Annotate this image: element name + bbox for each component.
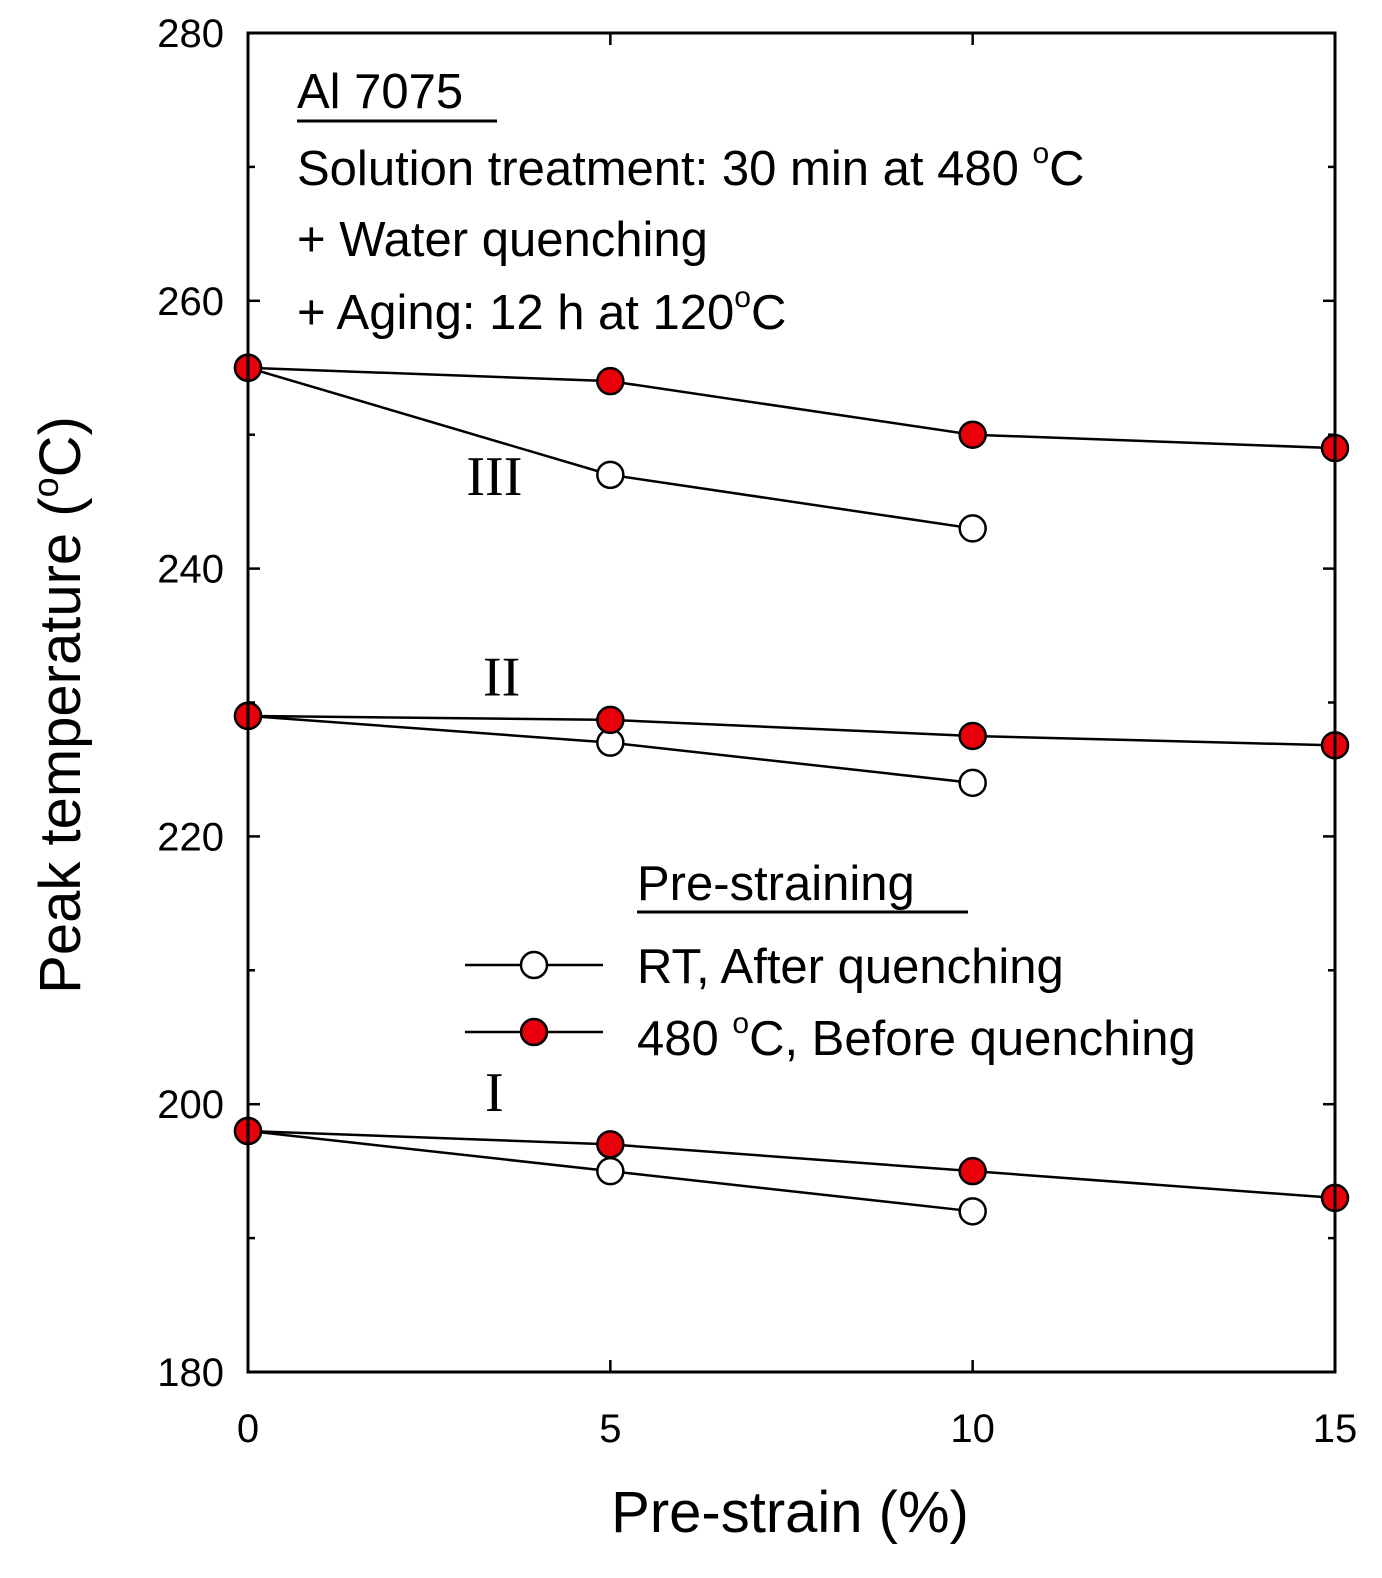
treatment-line-1: Solution treatment: 30 min at 480 oC (297, 137, 1085, 196)
peak-label-II: II (483, 647, 520, 709)
x-tick-label-10: 10 (950, 1407, 995, 1451)
treatment-line-2: + Water quenching (297, 213, 708, 267)
y-tick-label-260: 260 (157, 280, 224, 324)
legend-label-480-text: 480 (637, 1012, 732, 1066)
treatment-line-3-degree: o (734, 281, 751, 314)
material-title: Al 7075 (297, 65, 463, 119)
x-tick-label-15: 15 (1313, 1407, 1358, 1451)
legend-label-rt: RT, After quenching (637, 940, 1064, 994)
legend-label-480-rest: C, Before quenching (749, 1012, 1196, 1066)
x-tick-label-0: 0 (237, 1407, 259, 1451)
y-tick-label-240: 240 (157, 548, 224, 592)
data-point-II-open-10 (958, 768, 987, 798)
legend-label-480-degree: o (732, 1007, 749, 1040)
peak-label-I: I (485, 1062, 504, 1124)
data-point-I-filled-10 (958, 1156, 987, 1186)
treatment-line-1-unit: C (1049, 142, 1084, 196)
treatment-line-1-text: Solution treatment: 30 min at 480 (297, 142, 1032, 196)
data-point-III-filled-5 (596, 366, 625, 396)
tick-labels: 180 200 220 240 260 280 0 5 10 15 (157, 12, 1357, 1451)
treatment-line-1-degree: o (1032, 137, 1049, 170)
y-axis-title-main: Peak temperature ( (28, 497, 93, 993)
data-point-I-open-5 (596, 1156, 625, 1186)
data-point-III-filled-10 (958, 420, 987, 449)
legend-label-480: 480 oC, Before quenching (637, 1007, 1196, 1066)
y-axis-title-unit: C) (28, 416, 93, 477)
y-tick-label-180: 180 (157, 1351, 224, 1395)
treatment-line-3: + Aging: 12 h at 120oC (297, 281, 786, 340)
legend-title: Pre-straining (637, 857, 915, 911)
y-tick-label-200: 200 (157, 1083, 224, 1127)
legend-marker-open-circle (519, 950, 549, 980)
x-tick-label-5: 5 (599, 1407, 621, 1451)
data-point-II-filled-10 (958, 721, 987, 751)
series-line-II-filled (247, 714, 1336, 747)
series-line-I-filled (247, 1129, 1336, 1200)
data-point-I-filled-5 (596, 1130, 625, 1159)
data-point-III-open-5 (596, 460, 625, 490)
data-point-I-open-10 (958, 1197, 987, 1226)
y-tick-label-280: 280 (157, 12, 224, 56)
treatment-line-3-text: + Aging: 12 h at 120 (297, 286, 734, 340)
y-tick-label-220: 220 (157, 815, 224, 859)
treatment-line-3-unit: C (751, 286, 786, 340)
peak-label-III: III (466, 446, 522, 508)
plot-frame (246, 31, 1337, 1374)
legend-marker-filled-circle (519, 1017, 549, 1047)
x-axis-title: Pre-strain (%) (611, 1480, 969, 1545)
series-line-III-filled (247, 366, 1336, 450)
legend: Pre-straining RT, After quenching 480 oC… (465, 857, 1196, 1066)
data-point-III-open-10 (958, 514, 987, 543)
y-axis-title: Peak temperature (oC) (25, 416, 93, 994)
y-axis-title-degree: o (25, 477, 66, 497)
data-point-II-filled-5 (596, 705, 625, 735)
